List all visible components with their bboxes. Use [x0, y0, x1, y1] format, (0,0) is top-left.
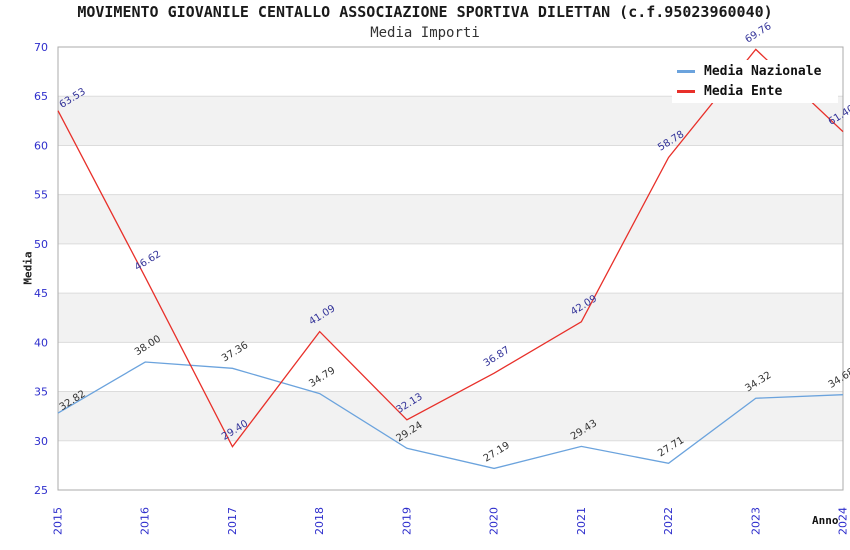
x-tick-label: 2023	[749, 507, 762, 535]
plot-border	[57, 46, 844, 491]
y-tick-label: 55	[34, 189, 48, 202]
line-swatch-nazionale-icon	[677, 70, 695, 73]
legend-label-media-nazionale: Media Nazionale	[704, 64, 822, 79]
y-tick-label: 60	[34, 139, 48, 152]
x-tick-label: 2019	[400, 507, 413, 535]
plot-band	[58, 96, 843, 146]
y-tick-label: 35	[34, 386, 48, 399]
y-tick-label: 45	[34, 287, 48, 300]
plot-band	[58, 145, 843, 195]
plot-band	[58, 391, 843, 441]
chart-subtitle: Media Importi	[370, 25, 480, 41]
plot-band	[58, 440, 843, 490]
x-axis-title: Anno	[812, 514, 839, 527]
plot-band	[58, 194, 843, 244]
x-tick-label: 2018	[313, 507, 326, 535]
plot-band	[58, 243, 843, 294]
y-axis-title: Media	[21, 251, 35, 285]
y-tick-label: 70	[34, 41, 48, 54]
legend: Media Nazionale Media Ente	[672, 60, 838, 103]
x-tick-label: 2020	[488, 507, 501, 535]
y-tick-label: 40	[34, 336, 48, 349]
chart-title: MOVIMENTO GIOVANILE CENTALLO ASSOCIAZION…	[77, 3, 773, 21]
plot-band	[58, 293, 843, 343]
y-tick-label: 50	[34, 238, 48, 251]
legend-item-media-nazionale: Media Nazionale	[677, 64, 838, 79]
x-tick-label: 2021	[575, 507, 588, 535]
legend-item-media-ente: Media Ente	[677, 84, 838, 99]
x-tick-label: 2022	[662, 507, 675, 535]
x-tick-label: 2024	[837, 507, 850, 535]
y-tick-label: 30	[34, 435, 48, 448]
data-point-label: 69.76	[743, 21, 773, 46]
y-tick-label: 25	[34, 484, 48, 497]
y-tick-label: 65	[34, 90, 48, 103]
line-swatch-ente-icon	[677, 90, 695, 93]
series-line-media-ente	[57, 48, 844, 448]
series-line-media-nazionale	[57, 361, 844, 470]
x-tick-label: 2015	[52, 507, 65, 535]
legend-label-media-ente: Media Ente	[704, 84, 783, 99]
plot-band	[58, 342, 843, 392]
x-tick-label: 2016	[139, 507, 152, 535]
x-tick-label: 2017	[226, 507, 239, 535]
